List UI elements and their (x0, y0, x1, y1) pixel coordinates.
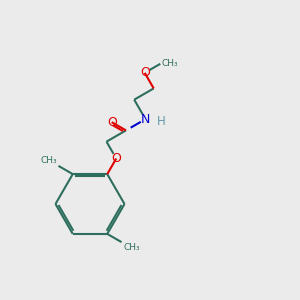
Text: H: H (157, 115, 166, 128)
Text: O: O (111, 152, 121, 165)
Text: CH₃: CH₃ (40, 156, 57, 165)
Text: CH₃: CH₃ (123, 243, 140, 252)
Text: O: O (107, 116, 117, 129)
Text: CH₃: CH₃ (162, 59, 178, 68)
Text: N: N (141, 112, 150, 126)
Text: O: O (140, 66, 150, 79)
